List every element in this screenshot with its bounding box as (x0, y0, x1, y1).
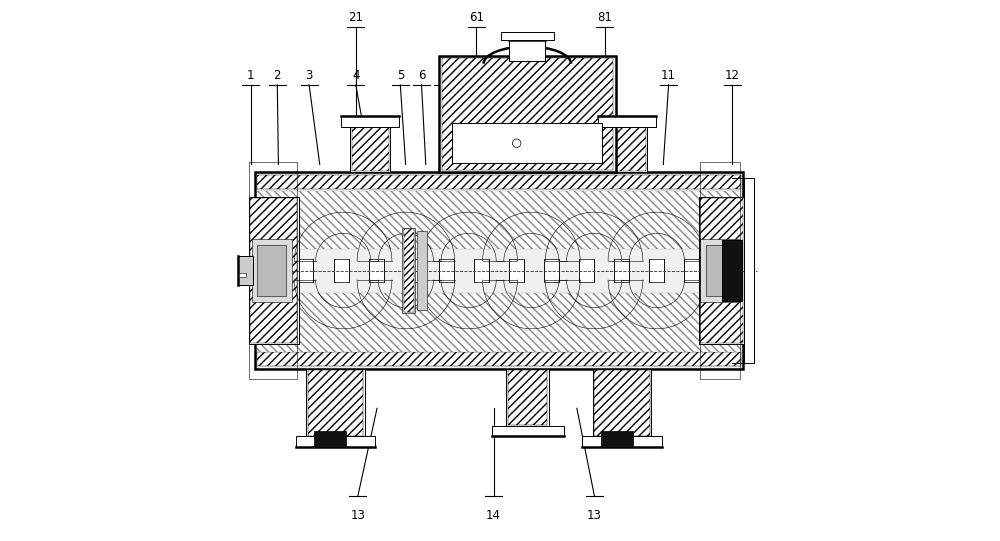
Bar (579, 259, 594, 282)
Bar (700, 162, 740, 379)
Bar (257, 293, 741, 352)
Bar (255, 173, 743, 368)
Bar (582, 437, 662, 447)
Text: 1: 1 (247, 69, 255, 82)
Text: 14: 14 (486, 509, 501, 522)
Bar (404, 259, 419, 282)
Text: 9: 9 (548, 69, 556, 82)
Bar (719, 259, 734, 282)
Bar (452, 123, 602, 163)
Text: 81: 81 (598, 11, 612, 24)
Bar (598, 116, 656, 127)
Bar (593, 368, 651, 438)
Bar (249, 197, 299, 344)
Bar (744, 177, 754, 364)
Text: 21: 21 (348, 11, 363, 24)
Bar (299, 259, 313, 282)
Text: 12: 12 (725, 69, 740, 82)
Bar (684, 259, 699, 282)
Bar (509, 40, 545, 61)
Bar (609, 124, 646, 171)
Bar (306, 368, 365, 438)
Bar (614, 259, 629, 282)
Bar (352, 124, 389, 171)
Bar (239, 273, 246, 277)
Bar (544, 259, 559, 282)
Text: 13: 13 (350, 509, 365, 522)
Bar (404, 229, 414, 312)
Bar (334, 259, 349, 282)
Bar (252, 239, 292, 302)
Bar (314, 431, 346, 447)
Bar (439, 56, 616, 173)
Text: 6: 6 (418, 69, 425, 82)
Bar (350, 122, 390, 173)
Bar (402, 228, 415, 313)
Text: 2: 2 (274, 69, 281, 82)
Bar (607, 122, 647, 173)
Bar (250, 199, 297, 342)
Bar (508, 370, 547, 425)
Bar (722, 240, 742, 301)
Bar (699, 197, 744, 344)
Text: 11: 11 (661, 69, 676, 82)
Bar (417, 230, 427, 311)
Bar (249, 162, 297, 379)
Bar (506, 368, 549, 427)
Bar (700, 199, 743, 342)
Bar (442, 58, 613, 170)
Text: 5: 5 (397, 69, 404, 82)
Bar (700, 239, 740, 302)
Bar (264, 259, 278, 282)
Bar (369, 259, 384, 282)
Text: 13: 13 (587, 509, 602, 522)
Text: 61: 61 (469, 11, 484, 24)
Bar (492, 426, 564, 437)
Bar (257, 175, 741, 189)
Bar (601, 431, 633, 447)
Bar (594, 370, 650, 436)
Bar (308, 370, 363, 436)
Bar (509, 259, 524, 282)
Text: 3: 3 (305, 69, 313, 82)
Bar (706, 245, 735, 296)
Bar (501, 32, 554, 40)
Bar (257, 245, 286, 296)
Text: 4: 4 (352, 69, 360, 82)
Bar (439, 259, 454, 282)
Bar (474, 259, 489, 282)
Bar (296, 437, 375, 447)
Text: 7: 7 (439, 69, 446, 82)
Bar (341, 116, 399, 127)
Bar (257, 191, 741, 249)
Text: 8: 8 (527, 69, 534, 82)
Bar (238, 256, 253, 285)
Text: 10: 10 (585, 69, 600, 82)
Bar (257, 352, 741, 366)
Bar (649, 259, 664, 282)
